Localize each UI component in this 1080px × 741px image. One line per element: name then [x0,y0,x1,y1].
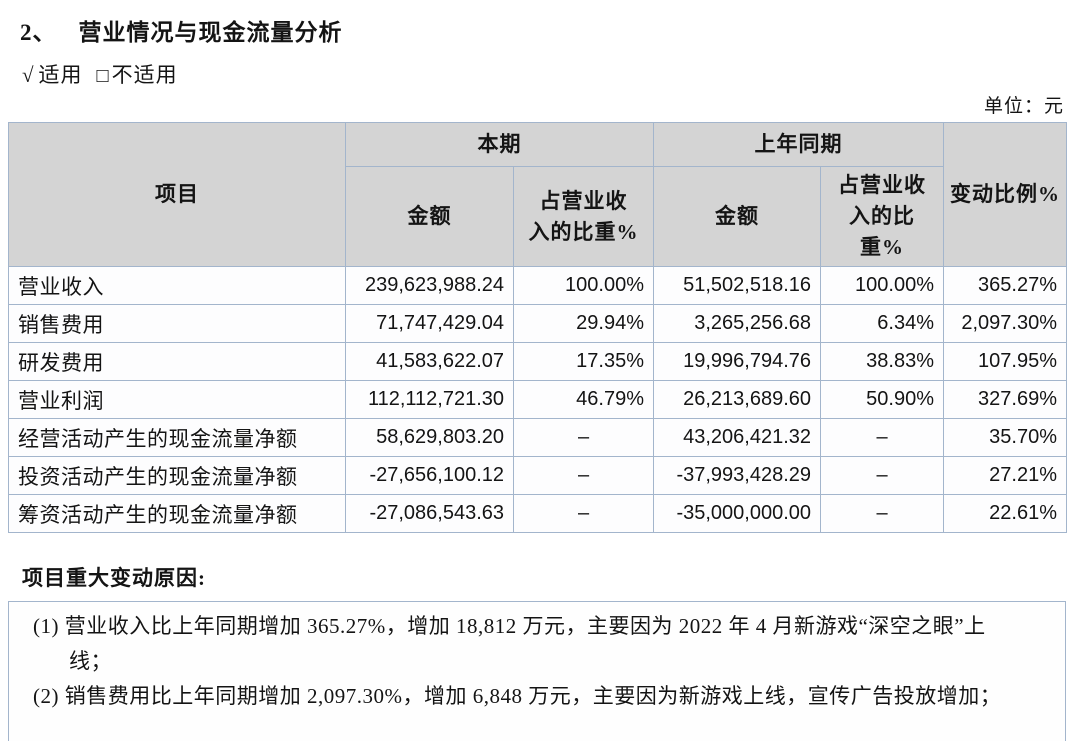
current-pct-cell: 100.00% [513,266,654,305]
header-prior-period: 上年同期 [653,122,944,167]
reasons-box: (1) 营业收入比上年同期增加 365.27%，增加 18,812 万元，主要因… [8,601,1066,741]
header-pct-current: 占营业收 入的比重% [513,166,654,267]
change-ratio-cell: 35.70% [943,418,1067,457]
table-row: 经营活动产生的现金流量净额 58,629,803.20 – 43,206,421… [8,418,1067,457]
item-cell: 营业收入 [8,266,346,305]
prior-amount-cell: 3,265,256.68 [653,304,821,343]
prior-amount-cell: 43,206,421.32 [653,418,821,457]
prior-amount-cell: -35,000,000.00 [653,494,821,533]
header-pct-prior-line1: 占营业收 [838,173,926,197]
current-pct-cell: – [513,494,654,533]
change-ratio-cell: 27.21% [943,456,1067,495]
table-row: 营业利润 112,112,721.30 46.79% 26,213,689.60… [8,380,1067,419]
empty-checkbox-icon: □ [96,65,110,87]
table-row: 投资活动产生的现金流量净额 -27,656,100.12 – -37,993,4… [8,456,1067,495]
change-ratio-cell: 365.27% [943,266,1067,305]
reason-line: (1) 营业收入比上年同期增加 365.27%，增加 18,812 万元，主要因… [33,614,986,638]
table-header-row-2: 金额 占营业收 入的比重% 金额 占营业收 入的比 重% [9,166,1067,267]
change-ratio-cell: 2,097.30% [943,304,1067,343]
item-cell: 销售费用 [8,304,346,343]
current-amount-cell: 71,747,429.04 [345,304,514,343]
current-amount-cell: -27,656,100.12 [345,456,514,495]
prior-pct-cell: 6.34% [820,304,944,343]
prior-pct-cell: – [820,418,944,457]
applicability-row: √ 适用 □不适用 [22,59,1080,89]
unit-label: 单位：元 [983,96,1064,117]
section-heading: 2、 营业情况与现金流量分析 [20,13,1080,47]
prior-amount-cell: 19,996,794.76 [653,342,821,381]
current-amount-cell: 58,629,803.20 [345,418,514,457]
current-amount-cell: 239,623,988.24 [345,266,514,305]
change-ratio-cell: 22.61% [943,494,1067,533]
item-cell: 经营活动产生的现金流量净额 [8,418,346,457]
item-cell: 筹资活动产生的现金流量净额 [8,494,346,533]
prior-pct-cell: 50.90% [820,380,944,419]
item-cell: 研发费用 [8,342,346,381]
prior-pct-cell: 38.83% [820,342,944,381]
prior-pct-cell: – [820,494,944,533]
prior-pct-cell: – [820,456,944,495]
change-ratio-cell: 327.69% [943,380,1067,419]
header-pct-prior-line3: 重% [860,235,904,259]
current-pct-cell: – [513,418,654,457]
section-title: 营业情况与现金流量分析 [78,20,343,45]
header-amount-prior: 金额 [653,166,821,267]
header-current-period: 本期 [345,122,654,167]
current-pct-cell: 29.94% [513,304,654,343]
table-row: 筹资活动产生的现金流量净额 -27,086,543.63 – -35,000,0… [8,494,1067,533]
header-pct-current-line1: 占营业收 [539,188,628,213]
header-item: 项目 [8,122,346,267]
current-amount-cell: -27,086,543.63 [345,494,514,533]
checkmark-icon: √ [22,63,35,87]
financial-table: 项目 本期 上年同期 变动比例% 金额 占营业收 入的比重% 金额 占营业收 入… [8,122,1067,533]
table-row: 销售费用 71,747,429.04 29.94% 3,265,256.68 6… [8,304,1067,343]
header-pct-prior-line2: 入的比 [849,204,915,228]
change-ratio-cell: 107.95% [943,342,1067,381]
current-amount-cell: 41,583,622.07 [345,342,514,381]
header-amount-current: 金额 [345,166,514,267]
not-applicable-label: 不适用 [111,63,178,87]
applicable-label: 适用 [38,63,83,87]
header-change-ratio: 变动比例% [943,122,1067,267]
current-pct-cell: – [513,456,654,495]
prior-amount-cell: -37,993,428.29 [653,456,821,495]
prior-pct-cell: 100.00% [820,266,944,305]
header-pct-current-line2: 入的比重% [528,219,639,244]
current-pct-cell: 46.79% [513,380,654,419]
section-number: 2、 [20,20,57,45]
reason-line: (2) 销售费用比上年同期增加 2,097.30%，增加 6,848 万元，主要… [33,684,1002,708]
current-amount-cell: 112,112,721.30 [345,380,514,419]
item-cell: 营业利润 [8,380,346,419]
table-header-row-1: 项目 本期 上年同期 变动比例% [8,122,1067,267]
reason-line: 线； [69,649,112,673]
reasons-heading: 项目重大变动原因: [22,566,206,590]
prior-amount-cell: 26,213,689.60 [653,380,821,419]
table-row: 营业收入 239,623,988.24 100.00% 51,502,518.1… [8,266,1067,305]
prior-amount-cell: 51,502,518.16 [653,266,821,305]
table-row: 研发费用 41,583,622.07 17.35% 19,996,794.76 … [8,342,1067,381]
current-pct-cell: 17.35% [513,342,654,381]
header-pct-prior: 占营业收 入的比 重% [820,166,944,267]
item-cell: 投资活动产生的现金流量净额 [8,456,346,495]
